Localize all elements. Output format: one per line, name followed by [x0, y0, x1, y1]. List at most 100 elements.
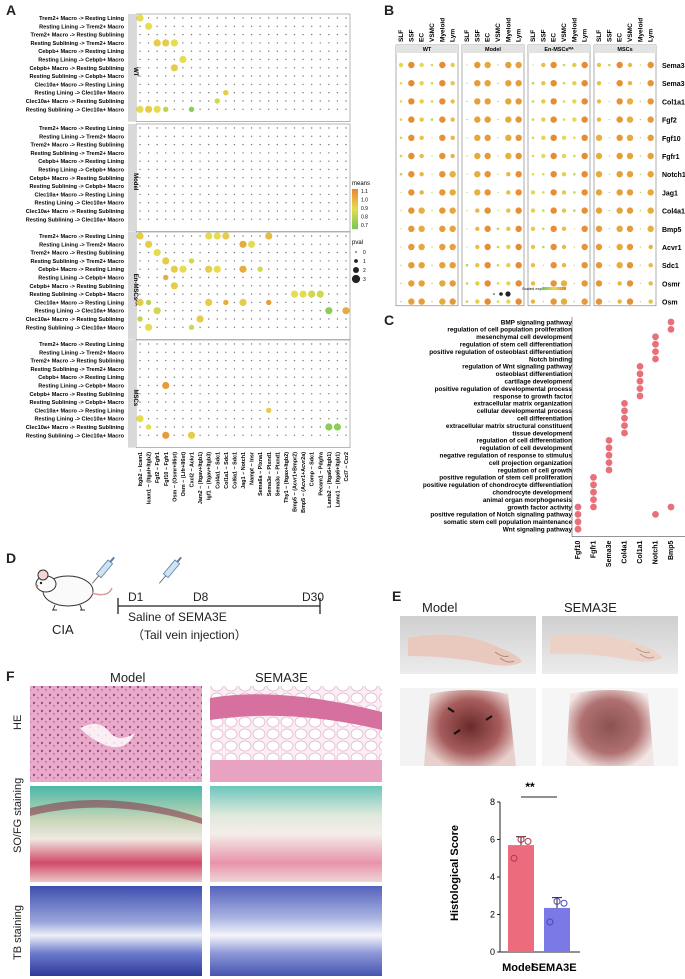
- panel-a-dot: [173, 58, 176, 61]
- panel-b-dot: [581, 116, 588, 123]
- panel-a-row-label: Trem2+ Macro -> Resting Lining: [39, 342, 124, 348]
- panel-a-dot: [336, 75, 339, 77]
- panel-a-dot: [233, 318, 236, 320]
- panel-a-dot: [310, 343, 313, 345]
- panel-b-dot: [550, 207, 557, 214]
- panel-b-dot: [431, 246, 433, 248]
- panel-b-gene-label: Acvr1: [662, 245, 682, 252]
- panel-b-dot: [596, 99, 602, 104]
- panel-a-dot: [199, 418, 201, 420]
- panel-a-dot: [268, 384, 270, 387]
- panel-b-dot: [581, 280, 588, 287]
- panel-a-dot: [207, 193, 210, 196]
- panel-a-dot: [250, 193, 253, 196]
- panel-a-dot: [285, 310, 287, 312]
- panel-b-dot: [496, 227, 500, 231]
- panel-b-dot: [550, 80, 557, 87]
- panel-c-dot: [590, 474, 597, 481]
- panel-b-dot: [581, 134, 588, 141]
- panel-a-dot: [242, 368, 244, 370]
- panel-a-dot: [328, 301, 330, 304]
- panel-a-dot: [259, 25, 261, 27]
- panel-b-dot: [439, 243, 446, 251]
- panel-a-dot: [173, 210, 176, 212]
- panel-a-dot: [302, 251, 304, 254]
- panel-a-dot: [345, 260, 347, 262]
- panel-a-dot: [242, 235, 244, 237]
- panel-b-dot: [474, 134, 481, 141]
- panel-c-term-label: response to growth factor: [493, 393, 572, 400]
- panel-a-dot: [182, 75, 184, 77]
- panel-b-legend-seg: [558, 287, 560, 290]
- panel-a-dot: [199, 426, 201, 428]
- panel-a-dot: [156, 25, 158, 27]
- panel-a-dot: [310, 276, 313, 279]
- panel-a-dot: [285, 100, 287, 102]
- panel-a-sig-dot: [145, 424, 152, 430]
- panel-a-dot: [139, 135, 141, 137]
- panel-a-dot: [328, 368, 330, 370]
- panel-b-group-label: En-MSCsᴿᴬ: [544, 45, 574, 53]
- panel-a-dot: [302, 135, 304, 137]
- panel-a-dot: [285, 127, 287, 129]
- panel-a-dot: [190, 168, 193, 171]
- panel-b-dot: [626, 225, 634, 232]
- panel-a-dot: [268, 251, 270, 254]
- panel-a-dot: [182, 135, 184, 137]
- panel-b-dot: [616, 262, 623, 269]
- panel-a-dot: [276, 326, 279, 328]
- panel-a-dot: [302, 268, 304, 270]
- panel-a-dot: [319, 401, 321, 403]
- panel-a-dot: [259, 418, 261, 420]
- panel-a-dot: [276, 177, 279, 179]
- g-y-tick-label: 8: [490, 797, 495, 807]
- panel-a-dot: [336, 359, 339, 362]
- panel-a-dot: [216, 42, 218, 44]
- panel-b-dot: [608, 82, 610, 84]
- panel-b-dot: [466, 228, 468, 230]
- panel-a-dot: [139, 251, 141, 254]
- panel-a-dot: [139, 210, 141, 212]
- panel-a-dot: [276, 368, 279, 370]
- panel-b-dot: [400, 301, 402, 303]
- panel-a-dot: [259, 58, 261, 61]
- panel-b-gene-label: Jag1: [662, 190, 678, 197]
- panel-a-dot: [199, 293, 201, 295]
- panel-b-dot: [573, 301, 575, 303]
- panel-b-dot: [419, 135, 424, 140]
- panel-b-dot: [581, 262, 588, 269]
- panel-a-dot: [165, 310, 167, 312]
- panel-a-dot: [147, 293, 150, 295]
- panel-a-dot: [310, 310, 313, 312]
- panel-a-dot: [328, 218, 330, 220]
- panel-b-dot: [595, 280, 603, 287]
- panel-a-dot: [233, 50, 236, 52]
- panel-a-dot: [310, 50, 313, 52]
- panel-a-dot: [276, 42, 279, 44]
- panel-b-gene-label: Sema3e: [662, 63, 685, 70]
- panel-b-dot: [647, 61, 654, 69]
- panel-a-dot: [225, 368, 227, 370]
- panel-b-dot: [439, 207, 446, 214]
- panel-a-dot: [336, 25, 339, 27]
- panel-b-dot: [531, 81, 535, 85]
- panel-a-dot: [207, 135, 210, 137]
- panel-a-dot: [276, 108, 279, 111]
- panel-a-dot: [139, 67, 141, 69]
- panel-a-dot: [182, 310, 184, 312]
- panel-a-sig-dot: [137, 316, 143, 322]
- panel-a-dot: [336, 185, 339, 187]
- panel-a-dot: [216, 152, 218, 154]
- panel-a-row-label: Resting Lining -> Clec10a+ Macro: [34, 91, 124, 97]
- panel-b-dot: [639, 64, 641, 66]
- panel-b-dot: [400, 228, 402, 230]
- panel-a-dot: [285, 351, 287, 353]
- panel-b-dot: [542, 301, 544, 303]
- panel-a-dot: [242, 177, 244, 179]
- panel-a-row-label: Trem2+ Macro -> Resting Lining: [39, 16, 124, 22]
- panel-a-dot: [216, 243, 218, 245]
- panel-a-dot: [156, 318, 158, 320]
- panel-a-dot: [216, 301, 218, 304]
- panel-a-dot: [276, 401, 279, 403]
